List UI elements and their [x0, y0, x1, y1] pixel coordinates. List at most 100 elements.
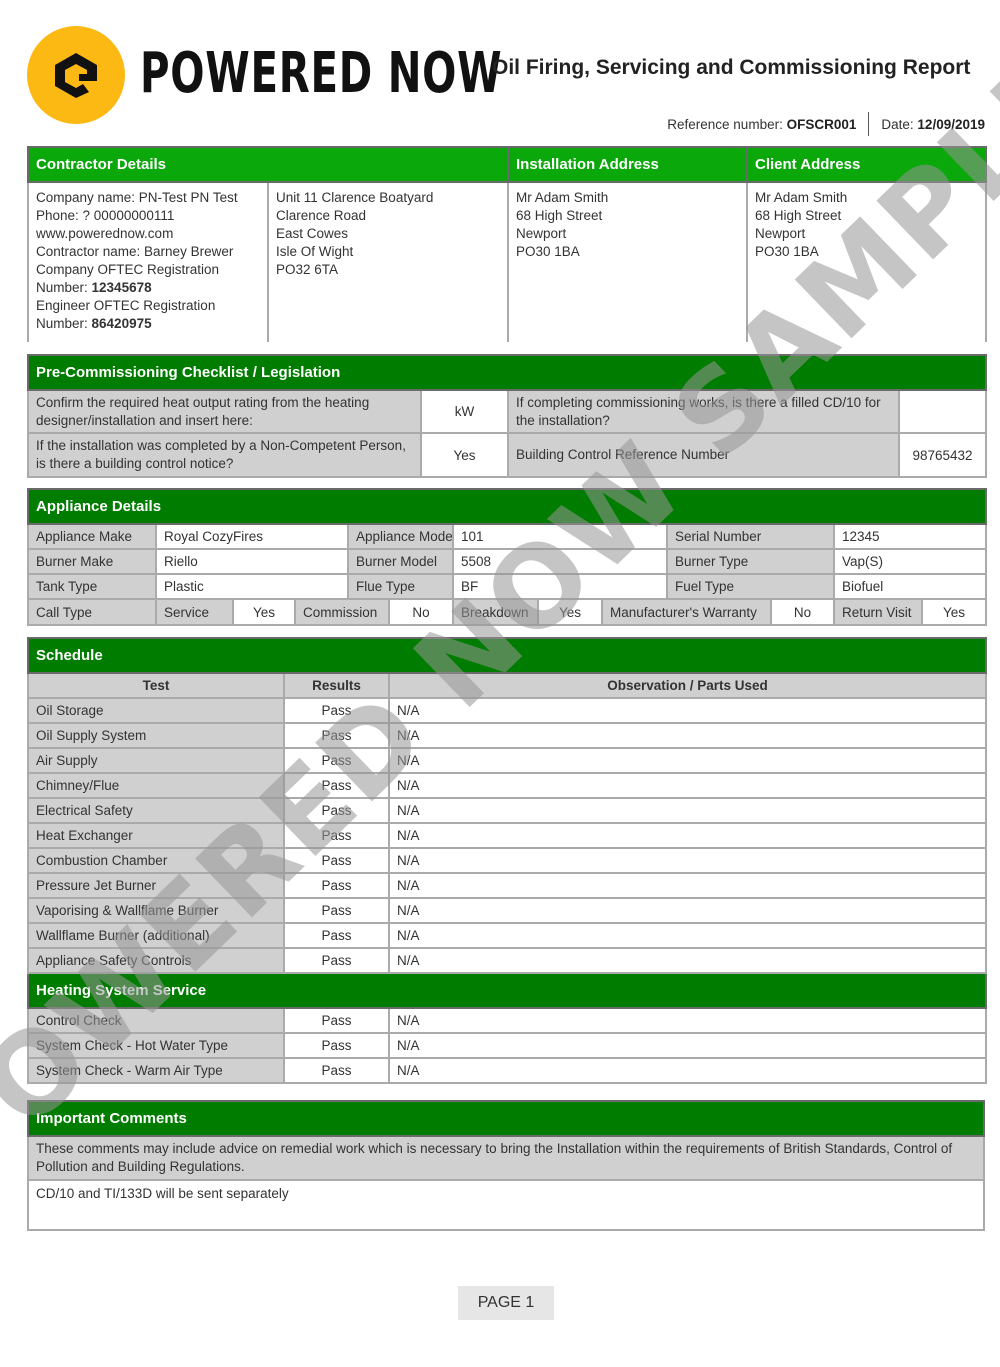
- answer: kW: [420, 389, 509, 434]
- table-row: System Check - Hot Water Type Pass N/A: [27, 1032, 987, 1059]
- engineer-oftec: Engineer OFTEC Registration Number: 8642…: [36, 297, 260, 333]
- table-row: Wallflame Burner (additional) Pass N/A: [27, 922, 987, 949]
- divider: [868, 112, 870, 136]
- precommissioning-table: Pre-Commissioning Checklist / Legislatio…: [26, 354, 988, 478]
- column-header: Observation / Parts Used: [388, 672, 987, 699]
- field-value: 101: [452, 523, 668, 550]
- engineer-oftec-label: Engineer OFTEC Registration Number:: [36, 298, 216, 331]
- field-value: Royal CozyFires: [155, 523, 349, 550]
- observation: N/A: [388, 897, 987, 924]
- result: Pass: [283, 872, 390, 899]
- answer: Yes: [420, 432, 509, 478]
- table-row: Vaporising & Wallflame Burner Pass N/A: [27, 897, 987, 924]
- installation-address: Mr Adam Smith 68 High Street Newport PO30 1…: [507, 181, 748, 342]
- comments-heading: Important Comments: [27, 1100, 985, 1137]
- test-name: Control Check: [27, 1007, 285, 1034]
- address-line: PO30 1BA: [516, 244, 580, 259]
- result: Pass: [283, 1032, 390, 1059]
- contractor-address: Unit 11 Clarence Boatyard Clarence Road Ea…: [267, 181, 509, 342]
- address-line: Mr Adam Smith: [516, 190, 609, 205]
- call-option-label: Service: [155, 598, 234, 626]
- date-label: Date:: [881, 116, 914, 132]
- observation: N/A: [388, 847, 987, 874]
- answer: 98765432: [897, 432, 988, 478]
- call-option-value: Yes: [537, 598, 603, 626]
- result: Pass: [283, 847, 390, 874]
- client-heading: Client Address: [746, 146, 987, 183]
- observation: N/A: [388, 697, 987, 724]
- appliance-heading: Appliance Details: [26, 488, 988, 525]
- column-header: Test: [27, 672, 285, 699]
- observation: N/A: [388, 922, 987, 949]
- address-line: Newport: [516, 226, 567, 241]
- result: Pass: [283, 697, 390, 724]
- test-name: System Check - Hot Water Type: [27, 1032, 285, 1059]
- observation: N/A: [388, 722, 987, 749]
- field-value: Biofuel: [832, 573, 988, 600]
- table-row: Appliance Safety Controls Pass N/A: [27, 947, 987, 974]
- question: Confirm the required heat output rating …: [27, 389, 422, 434]
- test-name: Air Supply: [27, 747, 285, 774]
- address-line: Mr Adam Smith: [755, 190, 848, 205]
- field-label: Appliance Model: [347, 523, 454, 550]
- call-option-label: Manufacturer's Warranty: [601, 598, 772, 626]
- date-value: 12/09/2019: [917, 116, 985, 132]
- installation-heading: Installation Address: [507, 146, 748, 183]
- appliance-table: Appliance Details Appliance Make Royal Co…: [26, 488, 988, 626]
- call-option-label: Commission: [294, 598, 390, 626]
- comments-table: Important Comments These comments may in…: [27, 1100, 985, 1231]
- call-option-label: Breakdown: [452, 598, 539, 626]
- field-value: BF: [452, 573, 668, 600]
- call-option-value: No: [388, 598, 454, 626]
- column-header: Results: [283, 672, 390, 699]
- test-name: Oil Storage: [27, 697, 285, 724]
- table-row: Chimney/Flue Pass N/A: [27, 772, 987, 799]
- field-label: Flue Type: [347, 573, 454, 600]
- contractor-table: Contractor Details Installation Address …: [27, 146, 987, 342]
- test-name: Heat Exchanger: [27, 822, 285, 849]
- company-oftec-label: Company OFTEC Registration Number:: [36, 262, 220, 295]
- address-line: East Cowes: [276, 226, 349, 241]
- address-line: PO32 6TA: [276, 262, 339, 277]
- field-value: Plastic: [155, 573, 349, 600]
- company-oftec: Company OFTEC Registration Number: 12345…: [36, 261, 260, 297]
- field-label: Fuel Type: [666, 573, 835, 600]
- test-name: Chimney/Flue: [27, 772, 285, 799]
- field-value: Riello: [155, 548, 349, 575]
- service-heading: Heating System Service: [27, 972, 987, 1009]
- test-name: System Check - Warm Air Type: [27, 1057, 285, 1084]
- field-value: Vap(S): [832, 548, 988, 575]
- test-name: Oil Supply System: [27, 722, 285, 749]
- call-option-value: No: [770, 598, 835, 626]
- table-row: Oil Storage Pass N/A: [27, 697, 987, 724]
- observation: N/A: [388, 1007, 987, 1034]
- address-line: Newport: [755, 226, 806, 241]
- table-row: Pressure Jet Burner Pass N/A: [27, 872, 987, 899]
- address-line: 68 High Street: [516, 208, 603, 223]
- result: Pass: [283, 1007, 390, 1034]
- table-row: Electrical Safety Pass N/A: [27, 797, 987, 824]
- question: If completing commissioning works, is th…: [507, 389, 900, 434]
- schedule-heading: Schedule: [27, 637, 987, 674]
- call-option-value: Yes: [232, 598, 296, 626]
- website-link[interactable]: www.powerednow.com: [36, 226, 174, 241]
- test-name: Combustion Chamber: [27, 847, 285, 874]
- observation: N/A: [388, 1057, 987, 1084]
- question: Building Control Reference Number: [507, 432, 900, 478]
- test-name: Electrical Safety: [27, 797, 285, 824]
- field-value: 12345: [832, 523, 988, 550]
- table-row: Combustion Chamber Pass N/A: [27, 847, 987, 874]
- field-label: Burner Model: [347, 548, 454, 575]
- table-row: Control Check Pass N/A: [27, 1007, 987, 1034]
- field-label: Serial Number: [666, 523, 835, 550]
- address-line: PO30 1BA: [755, 244, 819, 259]
- comments-text: CD/10 and TI/133D will be sent separatel…: [27, 1179, 985, 1231]
- observation: N/A: [388, 872, 987, 899]
- brand-name: POWERED NOW: [140, 41, 503, 106]
- result: Pass: [283, 922, 390, 949]
- result: Pass: [283, 797, 390, 824]
- observation: N/A: [388, 772, 987, 799]
- result: Pass: [283, 772, 390, 799]
- address-line: Unit 11 Clarence Boatyard: [276, 190, 434, 205]
- answer: [897, 389, 988, 434]
